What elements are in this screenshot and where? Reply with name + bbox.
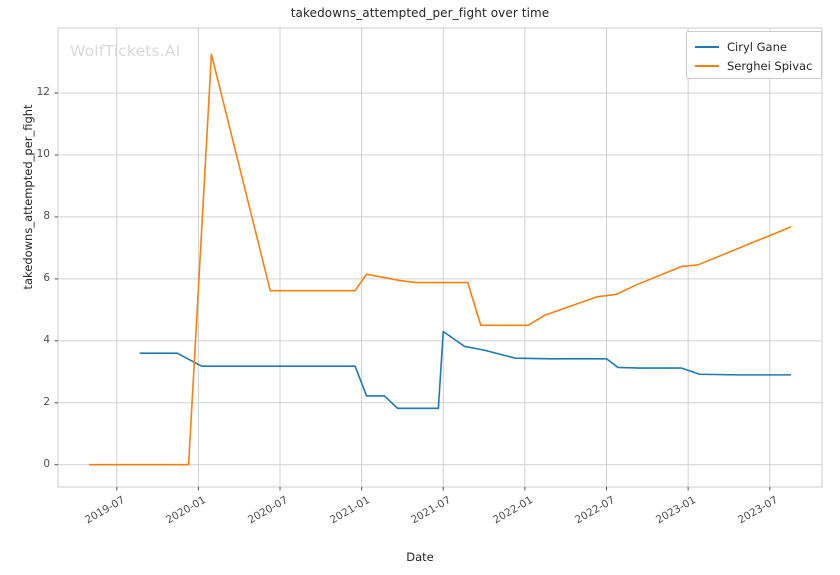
legend-swatch-serghei-spivac bbox=[695, 64, 719, 67]
legend-item-serghei-spivac: Serghei Spivac bbox=[695, 56, 813, 75]
chart-title: takedowns_attempted_per_fight over time bbox=[290, 6, 550, 20]
legend-item-ciryl-gane: Ciryl Gane bbox=[695, 37, 813, 56]
plot-area-background bbox=[57, 27, 823, 488]
y-tick-label: 2 bbox=[43, 395, 50, 408]
y-tick-label: 0 bbox=[43, 457, 50, 470]
y-tick-label: 12 bbox=[36, 86, 50, 99]
legend-label-ciryl-gane: Ciryl Gane bbox=[727, 39, 787, 54]
tick-marks bbox=[54, 92, 771, 491]
legend-swatch-ciryl-gane bbox=[695, 45, 719, 48]
y-tick-label: 8 bbox=[43, 209, 50, 222]
legend-label-serghei-spivac: Serghei Spivac bbox=[727, 58, 813, 73]
y-tick-label: 4 bbox=[43, 333, 50, 346]
chart-legend: Ciryl Gane Serghei Spivac bbox=[686, 31, 822, 79]
y-tick-label: 6 bbox=[43, 271, 50, 284]
series-lines bbox=[89, 53, 792, 466]
x-axis-label: Date bbox=[406, 550, 434, 564]
y-tick-label: 10 bbox=[36, 147, 50, 160]
grid-lines bbox=[58, 28, 822, 487]
series-line-serghei-spivac bbox=[89, 53, 792, 466]
series-line-ciryl-gane bbox=[139, 330, 791, 410]
